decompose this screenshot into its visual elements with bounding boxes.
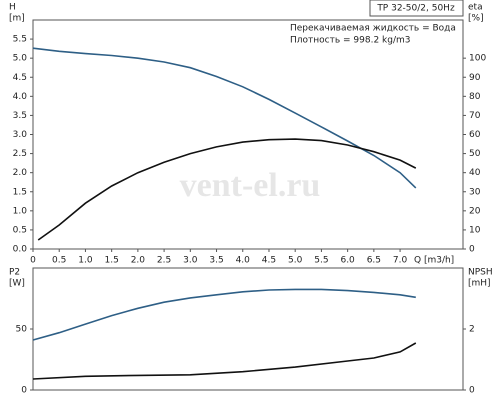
y-axis-label: P2	[9, 268, 20, 278]
y2-tick-label: 80	[469, 92, 481, 102]
y2-axis-label: [mH]	[468, 279, 491, 289]
x-tick-label: 6.0	[340, 256, 355, 266]
y2-axis-label: eta	[468, 3, 483, 13]
y-axis-label: [m]	[9, 14, 25, 24]
y-tick-label: 5.0	[13, 54, 28, 64]
x-tick-label: 0.5	[52, 256, 66, 266]
x-tick-label: 5.5	[314, 256, 328, 266]
x-tick-label: 0	[30, 256, 36, 266]
y-tick-label: 4.5	[13, 73, 27, 83]
y2-tick-label: 40	[469, 168, 481, 178]
y-tick-label: 50	[16, 325, 28, 335]
x-tick-label: 1.5	[104, 256, 118, 266]
x-tick-label: 5.0	[288, 256, 303, 266]
y-tick-label: 5.5	[13, 35, 27, 45]
header: TP 32-50/2, 50Hz	[376, 4, 455, 14]
header-box	[369, 0, 464, 17]
y-tick-label: 1.5	[13, 187, 27, 197]
y-tick-label: 2.5	[13, 149, 27, 159]
y-axis-label: H	[9, 3, 16, 13]
note: Перекачиваемая жидкость = Вода	[290, 24, 456, 34]
curve	[37, 138, 417, 241]
y2-tick-label: 0	[469, 386, 475, 396]
y-axis-label: [W]	[9, 279, 25, 289]
y-tick-label: 1.0	[13, 206, 28, 216]
x-tick-label: 7.0	[393, 256, 408, 266]
y2-tick-label: 20	[469, 206, 481, 216]
y2-tick-label: 90	[469, 73, 481, 83]
y2-axis-label: NPSH	[468, 268, 493, 278]
y2-tick-label: 0	[469, 245, 475, 255]
y2-tick-label: 50	[469, 149, 481, 159]
y-tick-label: 3.0	[13, 130, 28, 140]
x-tick-label: 4.5	[262, 256, 276, 266]
y-tick-label: 0.5	[13, 225, 27, 235]
x-tick-label: 2.5	[157, 256, 171, 266]
y2-tick-label: 30	[469, 187, 481, 197]
y-tick-label: 4.0	[13, 92, 28, 102]
y2-tick-label: 100	[469, 54, 486, 64]
curve	[32, 288, 416, 341]
y-tick-label: 2.0	[13, 168, 28, 178]
curve	[32, 342, 417, 380]
y2-tick-label: 70	[469, 111, 481, 121]
y-tick-label: 0.0	[13, 245, 28, 255]
y2-axis-label: [%]	[468, 14, 484, 24]
x-tick-label: 1.0	[78, 256, 93, 266]
x-tick-label: 4.0	[236, 256, 251, 266]
watermark: vent-el.ru	[180, 167, 321, 204]
x-tick-label: 2.0	[131, 256, 146, 266]
y-tick-label: 0	[21, 386, 27, 396]
x-tick-label: 3.5	[209, 256, 223, 266]
x-axis-label: Q [m3/h]	[414, 256, 454, 266]
y2-tick-label: 60	[469, 130, 481, 140]
y2-tick-label: 10	[469, 225, 481, 235]
note: Плотность = 998.2 kg/m3	[290, 36, 411, 46]
y2-tick-label: 2	[469, 325, 475, 335]
x-tick-label: 3.0	[183, 256, 198, 266]
x-tick-label: 6.5	[367, 256, 381, 266]
y-tick-label: 3.5	[13, 111, 27, 121]
